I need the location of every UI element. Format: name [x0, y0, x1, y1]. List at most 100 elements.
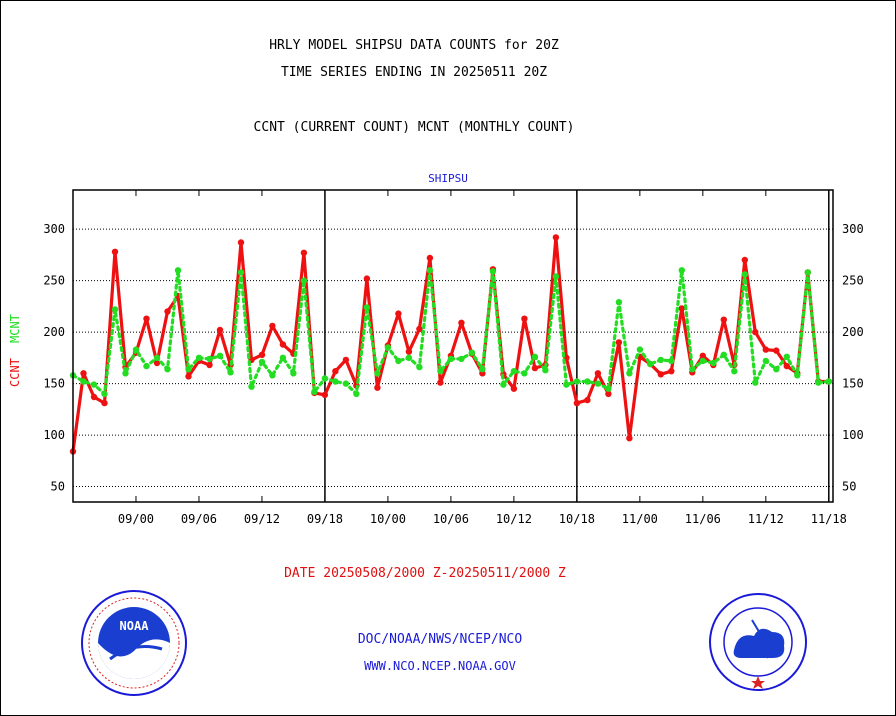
data-point-mcnt — [227, 369, 234, 376]
y-tick-label-left-300: 300 — [43, 222, 65, 236]
data-point-mcnt — [395, 357, 402, 365]
data-point-mcnt — [815, 379, 822, 386]
data-point-mcnt — [143, 362, 150, 370]
data-point-ccnt — [269, 322, 276, 330]
data-point-ccnt — [584, 396, 591, 404]
y-tick-label-left-200: 200 — [43, 325, 65, 339]
data-point-ccnt — [510, 385, 518, 392]
data-point-mcnt — [741, 271, 748, 278]
data-point-mcnt — [216, 352, 224, 359]
data-point-mcnt — [794, 372, 801, 379]
data-point-ccnt — [332, 368, 339, 375]
y-tick-label-right-200: 200 — [842, 325, 864, 339]
data-point-ccnt — [185, 373, 192, 380]
data-point-mcnt — [447, 355, 455, 363]
noaa-logo: NOAA — [81, 590, 187, 696]
y-tick-label-left-50: 50 — [51, 480, 65, 494]
data-point-mcnt — [783, 353, 790, 360]
data-point-ccnt — [374, 384, 381, 391]
data-point-mcnt — [164, 366, 171, 373]
y-tick-label-right-50: 50 — [842, 480, 856, 494]
chart-subtitle: TIME SERIES ENDING IN 20250511 20Z — [280, 65, 548, 80]
data-point-mcnt — [510, 368, 518, 375]
data-point-mcnt — [311, 388, 318, 395]
x-tick-label: 10/18 — [559, 512, 595, 526]
data-point-mcnt — [584, 378, 591, 385]
y-tick-label-right-100: 100 — [842, 428, 864, 442]
data-point-mcnt — [206, 355, 213, 363]
data-point-mcnt — [321, 375, 329, 382]
data-point-mcnt — [416, 363, 423, 371]
data-point-mcnt — [258, 358, 266, 366]
data-point-mcnt — [342, 380, 350, 387]
data-point-ccnt — [143, 315, 150, 322]
chart-title: HRLY MODEL SHIPSU DATA COUNTS for 20Z — [269, 38, 559, 53]
data-point-ccnt — [363, 275, 371, 282]
data-point-mcnt — [426, 267, 434, 274]
x-tick-label: 09/00 — [118, 512, 154, 526]
data-point-mcnt — [710, 359, 717, 367]
data-point-ccnt — [773, 347, 780, 354]
axis-layer: 50 50 100 100 150 150 200 200 250 250 300 300 09/00 0… — [43, 190, 864, 526]
data-point-ccnt — [615, 339, 623, 346]
data-point-mcnt — [185, 366, 192, 373]
data-point-ccnt — [678, 305, 685, 312]
data-point-mcnt — [720, 351, 727, 358]
data-point-mcnt — [332, 378, 339, 385]
data-point-mcnt — [458, 355, 465, 363]
data-point-mcnt — [731, 368, 738, 375]
data-point-ccnt — [531, 364, 539, 372]
data-point-mcnt — [374, 370, 381, 377]
data-point-ccnt — [699, 352, 706, 359]
data-point-mcnt — [615, 299, 623, 306]
data-point-mcnt — [405, 354, 413, 361]
footer-url[interactable]: WWW.NCO.NCEP.NOAA.GOV — [364, 659, 516, 673]
data-point-mcnt — [699, 357, 706, 365]
data-point-mcnt — [605, 385, 612, 392]
grid-layer — [73, 190, 833, 502]
series-description: CCNT (CURRENT COUNT) MCNT (MONTHLY COUNT… — [253, 120, 575, 135]
data-point-ccnt — [101, 399, 108, 407]
data-point-mcnt — [489, 268, 497, 275]
data-point-mcnt — [248, 383, 255, 390]
data-point-ccnt — [752, 328, 759, 336]
footer-org: DOC/NOAA/NWS/NCEP/NCO — [357, 632, 523, 647]
x-tick-label: 09/18 — [307, 512, 343, 526]
data-point-ccnt — [300, 249, 308, 256]
data-point-mcnt — [363, 304, 371, 311]
x-tick-label: 11/12 — [748, 512, 784, 526]
station-label: SHIPSU — [428, 172, 468, 185]
x-tick-label: 10/12 — [496, 512, 532, 526]
data-point-ccnt — [90, 393, 98, 401]
y-axis-label-ccnt: CCNT — [8, 358, 22, 387]
data-point-mcnt — [563, 381, 570, 388]
data-point-mcnt — [762, 357, 769, 365]
data-point-mcnt — [521, 370, 528, 377]
data-point-mcnt — [479, 366, 486, 373]
data-point-mcnt — [90, 381, 98, 388]
data-point-mcnt — [689, 366, 696, 373]
data-point-ccnt — [164, 308, 171, 315]
y-tick-label-left-100: 100 — [43, 428, 65, 442]
data-point-mcnt — [195, 354, 203, 361]
data-point-mcnt — [678, 267, 685, 274]
data-point-ccnt — [437, 379, 444, 386]
x-tick-label: 11/18 — [811, 512, 847, 526]
data-point-ccnt — [206, 361, 213, 369]
data-point-mcnt — [122, 370, 129, 377]
data-point-mcnt — [552, 273, 560, 280]
data-point-ccnt — [216, 326, 224, 334]
data-point-mcnt — [132, 346, 140, 353]
nws-logo — [709, 593, 807, 691]
y-tick-label-left-250: 250 — [43, 274, 65, 288]
data-point-ccnt — [80, 370, 87, 377]
data-point-mcnt — [542, 367, 549, 374]
data-point-mcnt — [636, 346, 644, 353]
data-point-mcnt — [290, 370, 297, 377]
data-point-mcnt — [573, 378, 581, 385]
data-point-ccnt — [668, 368, 675, 375]
data-point-mcnt — [825, 378, 832, 385]
plot-area-border — [72, 189, 834, 503]
data-point-mcnt — [300, 277, 308, 284]
data-point-ccnt — [783, 362, 790, 370]
